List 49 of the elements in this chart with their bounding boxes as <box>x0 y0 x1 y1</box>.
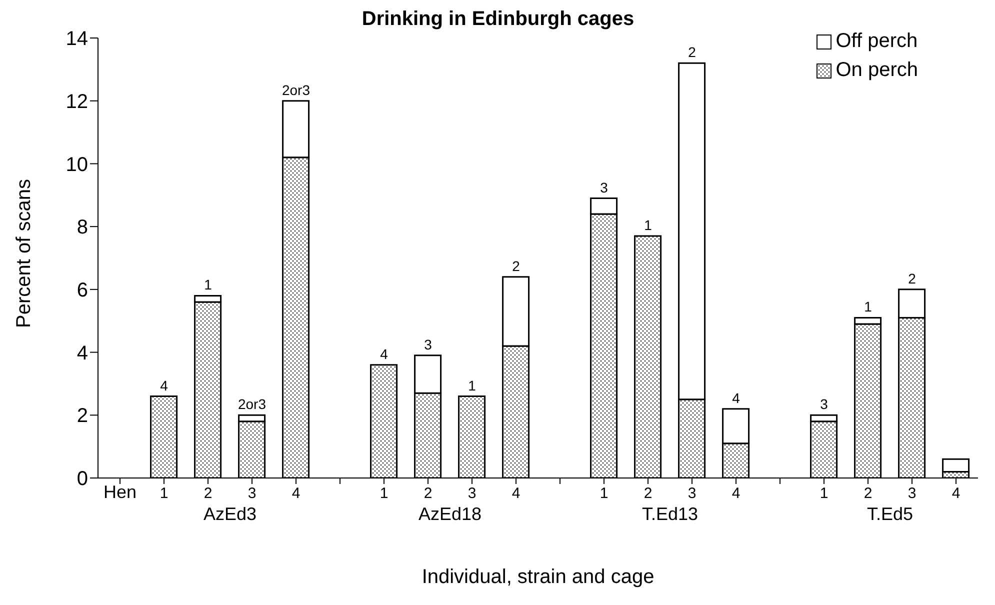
x-tick-label: 3 <box>468 485 476 502</box>
annotation: 2 <box>512 258 520 274</box>
x-tick-label: 4 <box>292 485 300 502</box>
x-tick-label: 4 <box>952 485 960 502</box>
y-tick-label: 0 <box>76 468 88 490</box>
x-tick-label: 1 <box>820 485 828 502</box>
legend-label: On perch <box>836 59 918 82</box>
y-tick-label: 12 <box>66 90 88 113</box>
annotation: 3 <box>424 336 432 352</box>
y-axis-title: Percent of scans <box>13 179 36 328</box>
y-tick-label: 6 <box>76 280 88 302</box>
annotation: 1 <box>204 276 212 293</box>
x-tick-label: 4 <box>512 485 520 502</box>
x-axis-title: Individual, strain and cage <box>422 566 654 588</box>
annotation: 3 <box>600 179 608 196</box>
annotation: 3 <box>820 396 828 412</box>
annotation: 1 <box>864 298 872 315</box>
annotation: 4 <box>160 377 168 394</box>
annotation: 2 <box>908 270 916 286</box>
x-tick-label: 3 <box>908 485 916 502</box>
y-tick-label: 2 <box>76 405 88 428</box>
text: AzEd3 <box>203 504 257 524</box>
x-tick-label: 2 <box>424 485 432 502</box>
annotation: 2or3 <box>282 82 310 98</box>
annotation: 4 <box>380 346 388 362</box>
y-tick-label: 14 <box>66 28 88 50</box>
x-tick-label: 2 <box>864 485 872 502</box>
x-tick-label: 1 <box>160 485 168 502</box>
text: T.Ed13 <box>642 504 698 524</box>
chart-title: Drinking in Edinburgh cages <box>362 8 634 30</box>
text: T.Ed5 <box>866 504 914 524</box>
x-tick-label: Hen <box>103 482 137 502</box>
annotation: 2 <box>688 44 696 60</box>
x-tick-label: 1 <box>380 485 388 502</box>
x-tick-label: 2 <box>644 485 652 502</box>
annotation: 4 <box>732 390 740 406</box>
y-tick-label: 10 <box>66 154 88 176</box>
text: AzEd18 <box>418 504 482 524</box>
x-tick-label: 1 <box>600 485 608 502</box>
y-tick-label: 8 <box>76 216 88 239</box>
annotation: 1 <box>644 217 652 233</box>
legend-label: Off perch <box>836 30 918 53</box>
y-tick-label: 4 <box>76 342 88 364</box>
x-tick-label: 3 <box>248 485 256 502</box>
x-tick-label: 3 <box>688 485 696 502</box>
x-tick-label: 2 <box>204 485 212 502</box>
annotation: 2or3 <box>238 396 266 412</box>
x-tick-label: 4 <box>732 485 740 502</box>
annotation: 1 <box>468 377 476 394</box>
